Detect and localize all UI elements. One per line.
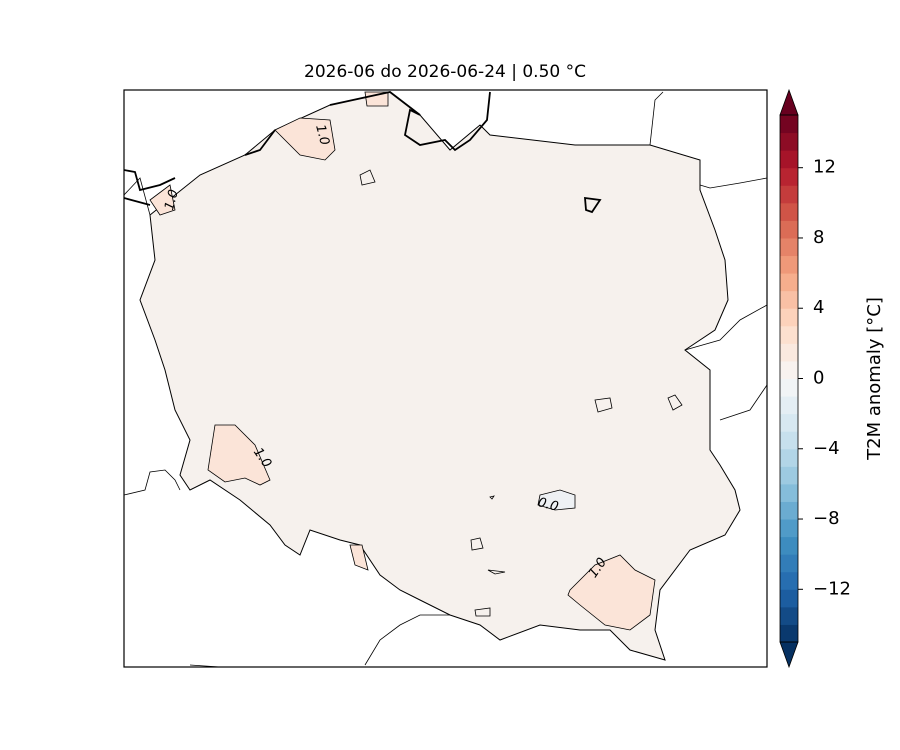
colorbar-tick-label: −12 bbox=[813, 578, 851, 599]
colorbar-band bbox=[780, 150, 798, 169]
colorbar-tick-label: 12 bbox=[813, 157, 836, 178]
colorbar-band bbox=[780, 255, 798, 274]
colorbar-band bbox=[780, 483, 798, 502]
cool-patch bbox=[537, 489, 576, 511]
colorbar-extend-min bbox=[779, 641, 799, 669]
colorbar-tick-label: 8 bbox=[813, 227, 824, 248]
colorbar-tick-label: 4 bbox=[813, 297, 824, 318]
contour-label: 0.0 bbox=[536, 495, 560, 515]
colorbar-label: T2M anomaly [°C] bbox=[864, 297, 885, 461]
colorbar-band bbox=[780, 606, 798, 625]
colorbar-band bbox=[780, 431, 798, 450]
colorbar-band bbox=[780, 360, 798, 379]
colorbar-band bbox=[780, 273, 798, 292]
colorbar-band bbox=[780, 185, 798, 204]
colorbar-band bbox=[780, 237, 798, 257]
colorbar-band bbox=[780, 536, 798, 555]
colorbar-tick-label: −4 bbox=[813, 438, 840, 459]
colorbar-band bbox=[780, 308, 798, 327]
colorbar-band bbox=[780, 501, 798, 520]
colorbar-tick-label: −8 bbox=[813, 508, 840, 529]
contour-label: 1.0 bbox=[312, 123, 332, 147]
colorbar-band bbox=[780, 132, 798, 151]
poland bbox=[139, 91, 741, 661]
colorbar-band bbox=[780, 378, 798, 397]
colorbar-band bbox=[780, 325, 798, 344]
neighbor-borders bbox=[124, 91, 767, 667]
colorbar-band bbox=[780, 220, 798, 239]
colorbar-band bbox=[780, 589, 798, 608]
colorbar-band bbox=[780, 343, 798, 362]
warm-patch bbox=[149, 91, 656, 631]
colorbar-band bbox=[780, 624, 798, 643]
colorbar-band bbox=[780, 519, 798, 538]
colorbar: −12 −8 −4 0 4 8 12 T2M anomaly [°C] bbox=[779, 88, 885, 669]
colorbar-band bbox=[780, 571, 798, 590]
map-frame bbox=[123, 89, 768, 668]
colorbar-band bbox=[780, 396, 798, 415]
colorbar-band bbox=[780, 554, 798, 573]
colorbar-band bbox=[780, 448, 798, 467]
map-area: 1.01.01.00.01.0 bbox=[123, 89, 768, 668]
coast bbox=[124, 91, 602, 214]
contour-label: 1.0 bbox=[162, 188, 182, 212]
colorbar-band bbox=[780, 290, 798, 309]
colorbar-band bbox=[780, 115, 798, 134]
colorbar-band bbox=[780, 202, 798, 221]
colorbar-extend-max bbox=[779, 88, 799, 116]
colorbar-band bbox=[780, 167, 798, 186]
colorbar-band bbox=[780, 413, 798, 432]
small-contours bbox=[359, 169, 683, 617]
colorbar-band bbox=[780, 466, 798, 485]
colorbar-tick-label: 0 bbox=[813, 368, 824, 389]
map-title: 2026-06 do 2026-06-24 | 0.50 °C bbox=[304, 62, 586, 82]
